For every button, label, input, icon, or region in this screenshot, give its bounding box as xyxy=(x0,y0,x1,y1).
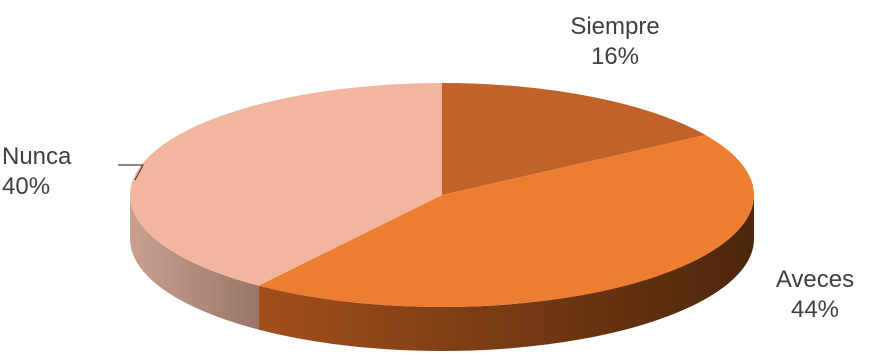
pie-leader-lines xyxy=(118,164,144,181)
slice-label-siempre-value: 16% xyxy=(590,43,640,70)
slice-label-aveces: Aveces 44% xyxy=(760,265,870,325)
slice-label-nunca-value: 40% xyxy=(2,173,51,200)
pie-slice-siempre xyxy=(442,83,706,195)
slice-label-aveces-name: Aveces xyxy=(775,266,855,293)
pie-sides xyxy=(130,195,754,352)
pie-slice-nunca xyxy=(129,83,442,286)
pie-tops xyxy=(129,83,754,307)
slice-label-aveces-value: 44% xyxy=(790,296,840,323)
pie-slice-side-aveces xyxy=(258,195,754,352)
pie-slice-side-nunca xyxy=(130,195,259,330)
slice-label-siempre-name: Siempre xyxy=(570,13,660,40)
slice-label-siempre: Siempre 16% xyxy=(555,12,675,72)
leader-line-nunca xyxy=(118,164,144,181)
pie-slice-aveces xyxy=(258,134,754,307)
slice-label-nunca: Nunca 40% xyxy=(2,142,112,202)
slice-label-nunca-name: Nunca xyxy=(2,143,72,170)
